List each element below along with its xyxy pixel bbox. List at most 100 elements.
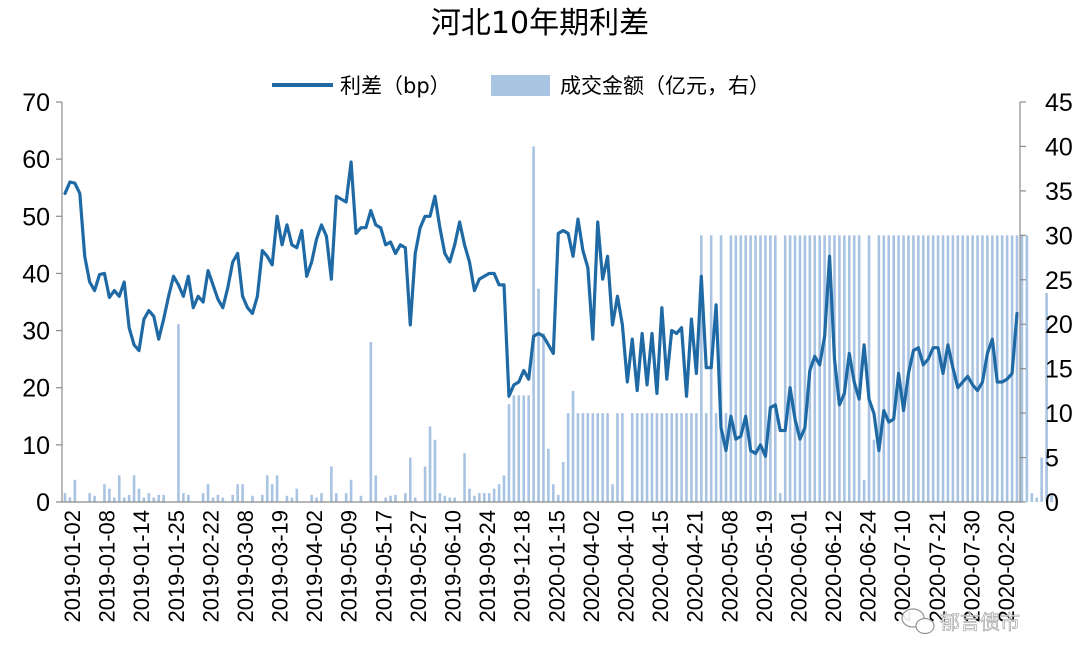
bar: [606, 413, 609, 502]
bar: [320, 493, 323, 502]
x-tick-label: 2020-04-10: [614, 510, 639, 623]
bar: [892, 235, 895, 502]
bar: [843, 235, 846, 502]
axes: [61, 102, 1021, 503]
bar: [285, 495, 289, 502]
bar: [201, 493, 205, 502]
x-tick-label: 2020-07-10: [890, 510, 915, 623]
bar: [532, 146, 535, 502]
y-right-tick-label: 10: [1045, 400, 1073, 428]
bar: [177, 324, 180, 502]
bar: [423, 466, 427, 502]
bar: [685, 413, 688, 502]
bar: [813, 235, 817, 502]
bar: [335, 493, 338, 502]
bar: [1040, 457, 1043, 502]
x-tick-label: 2019-03-19: [268, 510, 293, 623]
bar: [650, 413, 654, 502]
x-tick-label: 2019-05-17: [371, 510, 396, 623]
bar: [887, 235, 891, 502]
bar: [857, 235, 861, 502]
y-axis-left-ticks: 0 10 20 30 40 50 60 70: [22, 89, 62, 517]
bar: [487, 493, 491, 502]
bar: [537, 288, 540, 502]
bar: [591, 413, 595, 502]
bar: [877, 235, 881, 502]
bar: [127, 494, 131, 502]
bar: [675, 413, 678, 502]
bar: [596, 413, 600, 502]
x-tick-label: 2019-01-02: [60, 510, 85, 623]
bar: [645, 413, 649, 502]
bar: [902, 235, 905, 502]
x-tick-label: 2019-01-14: [129, 510, 154, 623]
bar: [976, 235, 979, 502]
x-axis-ticks: 2019-01-02 2019-01-08 2019-01-14 2019-01-25…: [60, 510, 1019, 623]
bar: [492, 488, 496, 502]
x-tick-label: 2019-12-18: [510, 510, 535, 623]
bar: [635, 413, 639, 502]
bar: [862, 479, 866, 502]
chart-title: 河北10年期利差: [431, 6, 649, 41]
y-left-tick-label: 50: [22, 203, 50, 231]
x-tick-label: 2019-09-24: [475, 510, 500, 623]
bar: [986, 235, 989, 502]
bar: [344, 493, 348, 502]
bar: [852, 235, 856, 502]
bar: [497, 484, 501, 502]
bar: [882, 235, 886, 502]
bar: [946, 235, 950, 502]
bar: [926, 235, 930, 502]
bar: [552, 484, 555, 502]
y-right-tick-label: 35: [1045, 178, 1073, 206]
bar: [823, 235, 826, 502]
y-right-tick-label: 25: [1045, 267, 1073, 295]
bar: [547, 448, 550, 502]
line-series: [63, 160, 1019, 458]
bar: [88, 493, 91, 502]
bar: [211, 497, 215, 502]
bar: [157, 494, 161, 502]
y-left-tick-label: 60: [22, 146, 50, 174]
bar: [611, 484, 614, 502]
bar: [971, 235, 974, 502]
y-left-tick-label: 30: [22, 318, 50, 346]
bar: [739, 235, 743, 502]
bar: [68, 497, 72, 502]
bar: [478, 493, 481, 502]
bar: [1030, 493, 1034, 502]
wechat-icon: [901, 608, 935, 635]
bar: [113, 497, 116, 502]
bar: [295, 488, 299, 502]
bar: [921, 235, 925, 502]
bar: [433, 439, 437, 502]
bar: [690, 413, 693, 502]
bar: [428, 426, 432, 502]
bar: [408, 457, 412, 502]
bar: [788, 235, 792, 502]
x-tick-label: 2020-04-21: [683, 510, 708, 623]
legend-bar-label: 成交金额（亿元，右）: [560, 74, 770, 98]
bar: [330, 466, 333, 502]
bar: [630, 413, 634, 502]
x-tick-label: 2019-05-27: [406, 510, 431, 623]
bar: [216, 494, 220, 502]
bar: [778, 493, 782, 502]
y-right-tick-label: 20: [1045, 311, 1073, 339]
bar: [566, 413, 570, 502]
bar: [290, 497, 294, 502]
bar: [793, 235, 797, 502]
bar: [507, 404, 511, 502]
bar: [601, 413, 604, 502]
y-right-tick-label: 5: [1045, 445, 1059, 473]
bar: [695, 413, 698, 502]
y-right-tick-label: 30: [1045, 222, 1073, 250]
x-tick-label: 2020-04-02: [579, 510, 604, 623]
bar: [867, 235, 871, 502]
bar: [522, 395, 526, 502]
bar: [468, 488, 471, 502]
bar: [912, 235, 915, 502]
bar: [1015, 235, 1019, 502]
x-tick-label: 2020-05-19: [752, 510, 777, 623]
